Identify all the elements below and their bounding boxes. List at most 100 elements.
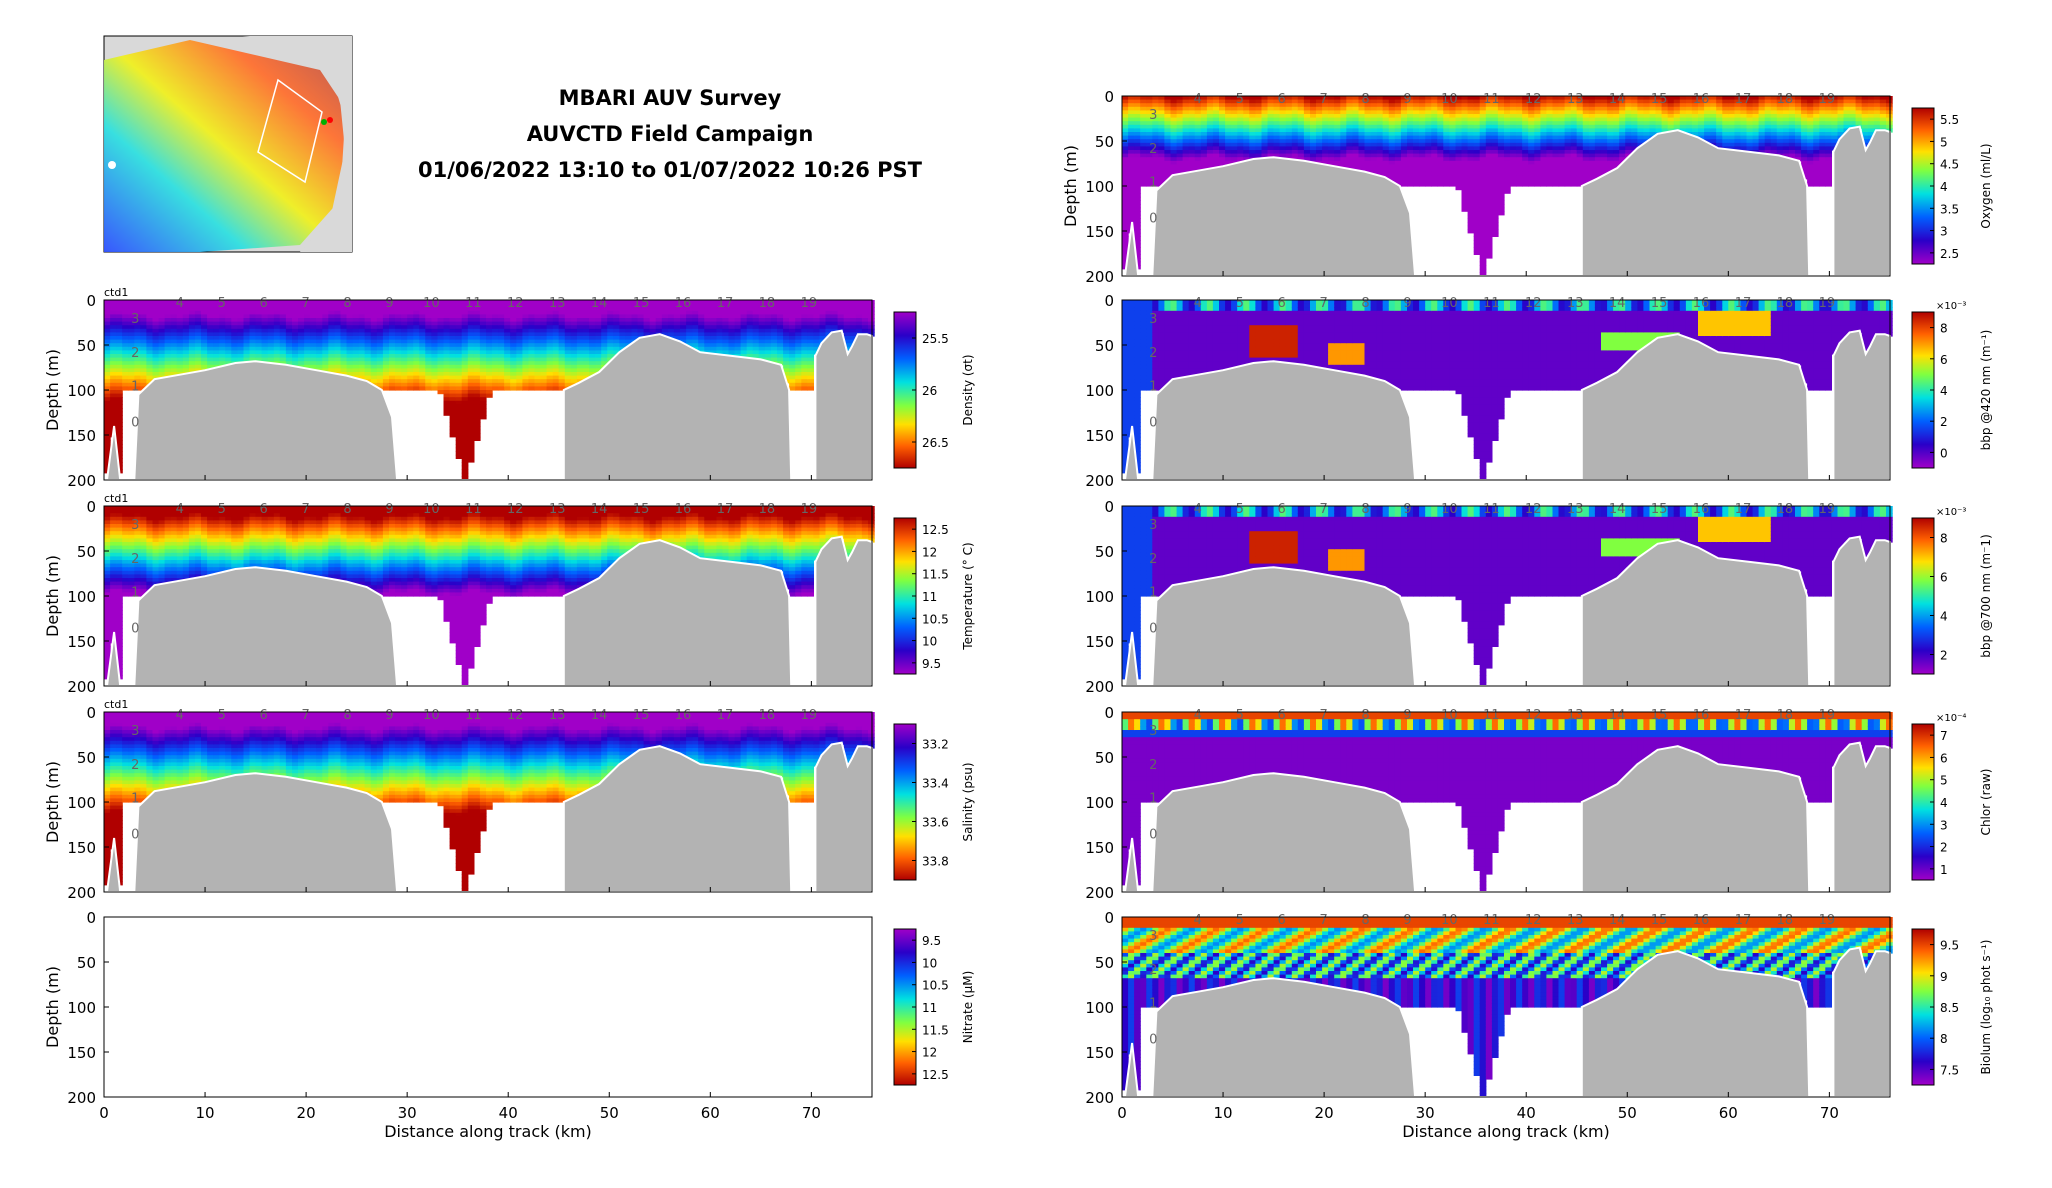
heatmap-cell — [376, 545, 384, 550]
heatmap-cell — [134, 321, 141, 326]
heatmap-cell — [255, 354, 263, 359]
heatmap-cell — [473, 397, 481, 402]
heatmap-cell — [316, 336, 323, 341]
heatmap-cell — [310, 354, 317, 359]
heatmap-cell — [182, 520, 190, 525]
heatmap-cell — [401, 585, 408, 590]
heatmap-cell — [789, 357, 796, 362]
heatmap-cell — [649, 531, 657, 536]
heatmap-cell — [607, 354, 614, 359]
heatmap-cell — [461, 506, 469, 511]
heatmap-cell — [364, 570, 372, 575]
heatmap-cell — [498, 325, 505, 330]
heatmap-cell — [686, 300, 693, 305]
heatmap-cell — [455, 364, 463, 369]
heatmap-cell — [479, 303, 487, 308]
heatmap-cell — [316, 300, 323, 305]
heatmap-cell — [176, 328, 184, 333]
heatmap-cell — [188, 339, 196, 344]
heatmap-cell — [601, 346, 608, 351]
heatmap-cell — [364, 513, 372, 518]
heatmap-cell — [492, 382, 499, 387]
heatmap-cell — [407, 350, 414, 355]
heatmap-cell — [552, 361, 560, 366]
heatmap-cell — [789, 354, 796, 359]
heatmap-cell — [201, 350, 208, 355]
heatmap-cell — [728, 328, 736, 333]
heatmap-cell — [655, 520, 663, 525]
heatmap-cell — [492, 560, 499, 565]
heatmap-cell — [631, 332, 639, 337]
heatmap-cell — [376, 588, 384, 593]
heatmap-cell — [540, 303, 548, 308]
heatmap-cell — [370, 549, 378, 554]
heatmap-cell — [401, 332, 408, 337]
heatmap-cell — [516, 325, 523, 330]
heatmap-cell — [176, 332, 184, 337]
heatmap-cell — [564, 343, 572, 348]
heatmap-cell — [552, 585, 560, 590]
heatmap-cell — [686, 339, 693, 344]
heatmap-cell — [182, 310, 190, 315]
heatmap-cell — [461, 668, 469, 673]
heatmap-cell — [758, 310, 766, 315]
heatmap-cell — [795, 332, 802, 337]
heatmap-cell — [510, 372, 517, 377]
heatmap-cell — [128, 578, 135, 583]
heatmap-cell — [122, 321, 129, 326]
heatmap-cell — [170, 552, 178, 557]
heatmap-cell — [655, 516, 663, 521]
heatmap-cell — [492, 357, 499, 362]
heatmap-cell — [783, 354, 790, 359]
heatmap-cell — [389, 520, 396, 525]
heatmap-cell — [686, 516, 693, 521]
heatmap-cell — [104, 610, 111, 615]
heatmap-cell — [104, 509, 111, 514]
heatmap-cell — [395, 325, 402, 330]
heatmap-cell — [449, 418, 457, 423]
heatmap-cell — [370, 560, 378, 565]
heatmap-cell — [473, 408, 481, 413]
heatmap-cell — [673, 325, 681, 330]
heatmap-cell — [158, 509, 166, 514]
heatmap-cell — [164, 300, 172, 305]
heatmap-cell — [207, 303, 214, 308]
heatmap-cell — [322, 527, 329, 532]
heatmap-cell — [413, 350, 420, 355]
heatmap-cell — [255, 307, 263, 312]
heatmap-cell — [128, 318, 135, 323]
heatmap-cell — [558, 300, 566, 305]
heatmap-cell — [528, 581, 536, 586]
heatmap-cell — [140, 328, 148, 333]
heatmap-cell — [552, 314, 560, 319]
heatmap-cell — [261, 531, 269, 536]
heatmap-cell — [389, 350, 396, 355]
heatmap-cell — [407, 328, 414, 333]
heatmap-cell — [443, 379, 451, 384]
heatmap-cell — [419, 386, 426, 391]
heatmap-cell — [273, 346, 281, 351]
heatmap-cell — [467, 350, 475, 355]
heatmap-cell — [334, 361, 342, 366]
heatmap-cell — [176, 303, 184, 308]
heatmap-cell — [213, 552, 220, 557]
heatmap-cell — [467, 314, 475, 319]
heatmap-cell — [261, 332, 269, 337]
heatmap-cell — [813, 332, 821, 337]
heatmap-cell — [116, 581, 123, 586]
heatmap-cell — [540, 354, 548, 359]
heatmap-cell — [504, 332, 511, 337]
heatmap-cell — [261, 354, 269, 359]
heatmap-cell — [528, 560, 536, 565]
heatmap-cell — [467, 516, 475, 521]
heatmap-cell — [564, 314, 572, 319]
heatmap-cell — [583, 336, 590, 341]
heatmap-cell — [340, 307, 348, 312]
heatmap-cell — [182, 567, 190, 572]
heatmap-cell — [116, 354, 123, 359]
heatmap-cell — [364, 375, 372, 380]
heatmap-cell — [461, 650, 469, 655]
heatmap-cell — [298, 560, 305, 565]
heatmap-cell — [243, 350, 251, 355]
heatmap-cell — [486, 300, 493, 305]
